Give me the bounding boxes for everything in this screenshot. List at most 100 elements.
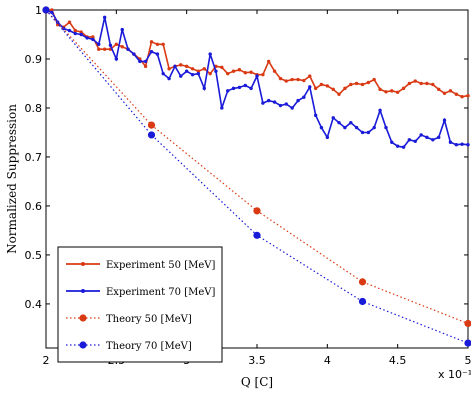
data-point	[91, 35, 95, 39]
x-tick-label: 2	[43, 354, 50, 367]
legend-label: Theory 50 [MeV]	[106, 314, 192, 325]
data-point	[384, 90, 388, 94]
data-point	[466, 143, 470, 147]
data-point	[155, 42, 160, 46]
data-point	[395, 144, 400, 148]
data-point	[161, 71, 165, 76]
data-point	[343, 125, 347, 130]
data-point	[226, 89, 230, 93]
data-point	[214, 69, 218, 73]
x-tick-label: 5	[465, 354, 471, 367]
series-line	[46, 9, 469, 98]
data-point	[384, 125, 388, 130]
data-point	[67, 28, 72, 33]
data-point	[395, 90, 400, 94]
data-point	[161, 42, 165, 46]
data-point	[413, 139, 417, 143]
data-point	[249, 86, 253, 91]
data-point	[437, 87, 441, 92]
data-point	[126, 47, 130, 51]
data-point	[231, 69, 236, 73]
data-point	[173, 64, 177, 69]
data-point	[272, 69, 277, 73]
data-point	[179, 74, 183, 78]
data-point	[179, 63, 183, 67]
data-point	[302, 78, 306, 83]
data-point	[354, 81, 359, 86]
data-point	[360, 130, 365, 135]
data-point	[147, 121, 156, 129]
data-point	[464, 339, 471, 347]
data-point	[284, 102, 288, 106]
data-point	[290, 77, 294, 82]
data-point	[42, 6, 50, 14]
data-point	[120, 45, 124, 49]
data-point	[302, 95, 306, 99]
x-tick-label: 4.5	[389, 354, 407, 367]
data-point	[308, 74, 312, 78]
legend-entry: Theory 70 [MeV]	[66, 341, 192, 352]
series-1	[44, 8, 470, 149]
data-point	[401, 86, 406, 91]
data-point	[196, 71, 201, 76]
data-point	[308, 85, 312, 89]
data-point	[149, 40, 154, 44]
data-point	[366, 80, 371, 85]
data-point	[349, 120, 353, 125]
y-tick-label: 0.5	[25, 249, 43, 262]
data-point	[290, 106, 294, 110]
data-point	[143, 64, 148, 69]
axis-ticks: 22.533.544.550.40.50.60.70.80.91	[25, 4, 471, 367]
x-multiplier-label: x 10⁻¹⁰	[438, 368, 471, 381]
data-point	[349, 82, 353, 87]
data-point	[120, 27, 124, 32]
legend-label: Experiment 70 [MeV]	[106, 287, 215, 298]
legend: Experiment 50 [MeV] Experiment 70 [MeV] Th…	[57, 246, 223, 363]
legend-entry: Theory 50 [MeV]	[66, 314, 192, 325]
data-point	[313, 113, 318, 118]
data-point	[437, 135, 441, 140]
data-point	[372, 77, 376, 82]
data-point	[442, 118, 447, 122]
data-point	[50, 8, 54, 12]
legend-swatch-marker	[81, 262, 85, 266]
data-point	[143, 59, 148, 64]
data-point	[419, 133, 423, 137]
data-point	[407, 138, 412, 142]
data-point	[331, 87, 335, 92]
data-point	[358, 297, 367, 306]
data-point	[167, 76, 171, 81]
data-point	[460, 95, 464, 99]
data-point	[464, 319, 471, 328]
y-tick-label: 0.6	[25, 200, 43, 213]
data-point	[147, 131, 156, 139]
data-point	[190, 72, 195, 77]
data-point	[325, 84, 330, 88]
data-point	[67, 20, 72, 24]
data-point	[114, 42, 119, 46]
x-tick-label: 3.5	[248, 354, 266, 367]
data-point	[337, 120, 341, 125]
data-point	[73, 28, 77, 33]
data-point	[208, 52, 212, 56]
data-point	[50, 10, 54, 15]
data-point	[331, 116, 335, 120]
data-point	[354, 125, 359, 130]
data-point	[448, 89, 453, 93]
data-point	[79, 30, 83, 34]
data-point	[266, 98, 271, 103]
data-point	[97, 42, 101, 46]
data-point	[132, 52, 136, 56]
data-point	[253, 207, 261, 215]
data-point	[102, 47, 107, 51]
data-point	[419, 81, 423, 86]
data-point	[261, 101, 265, 105]
data-point	[266, 59, 271, 64]
data-point	[226, 71, 230, 76]
data-point	[167, 67, 171, 71]
y-axis-label: Normalized Suppression	[5, 104, 19, 254]
legend-swatch-marker	[79, 314, 87, 322]
series-0	[44, 8, 470, 99]
data-point	[243, 71, 248, 75]
